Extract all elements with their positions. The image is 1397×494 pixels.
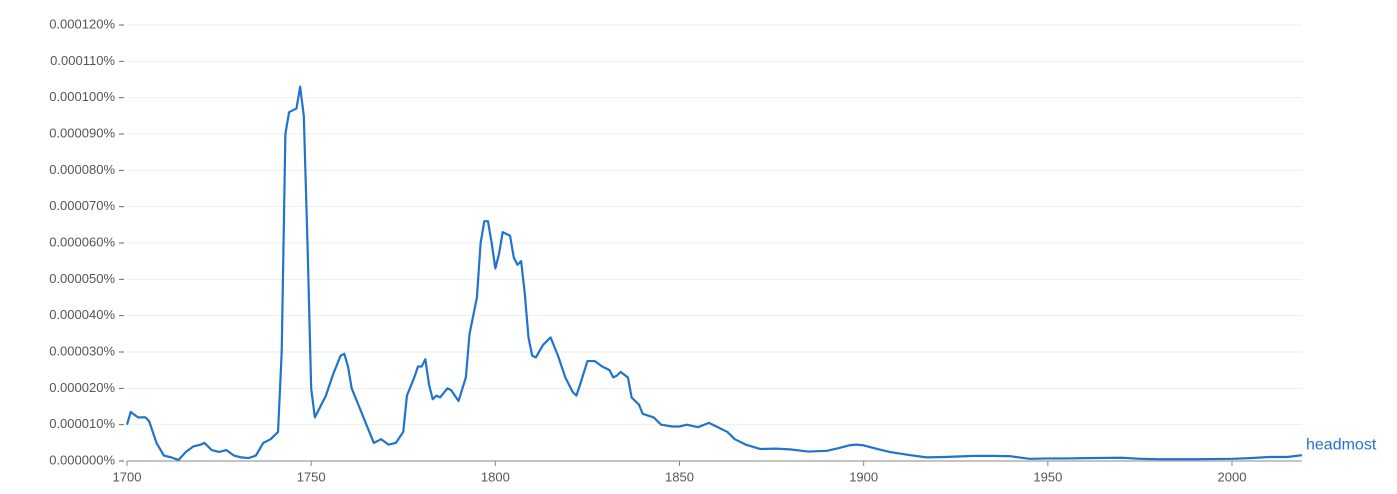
line xyxy=(125,85,1303,462)
y-tick-label: 0.000020% xyxy=(49,380,115,395)
y-tick-label: 0.000030% xyxy=(49,343,115,358)
y-tick-label: 0.000040% xyxy=(49,307,115,322)
x-tick-label: 1700 xyxy=(113,469,142,484)
x-tick-label: 1750 xyxy=(297,469,326,484)
y-tick-label: 0.000080% xyxy=(49,162,115,177)
y-tick-label: 0.000120% xyxy=(49,16,115,31)
x-tick-label: 2000 xyxy=(1218,469,1247,484)
x-tick-label: 1850 xyxy=(665,469,694,484)
x-tick-label: 1800 xyxy=(481,469,510,484)
y-tick-label: 0.000060% xyxy=(49,234,115,249)
y-tick-label: 0.000000% xyxy=(49,452,115,467)
x-tick-label: 1950 xyxy=(1033,469,1062,484)
x-tick-label: 1900 xyxy=(849,469,878,484)
y-tick-label: 0.000090% xyxy=(49,125,115,140)
y-tick-label: 0.000110% xyxy=(50,53,115,68)
y-tick-label: 0.000050% xyxy=(49,271,115,286)
y-tick-label: 0.000070% xyxy=(49,198,115,213)
y-tick-label: 0.000010% xyxy=(49,416,115,431)
series-label: headmost xyxy=(1306,436,1377,453)
y-tick-label: 0.000100% xyxy=(49,89,115,104)
